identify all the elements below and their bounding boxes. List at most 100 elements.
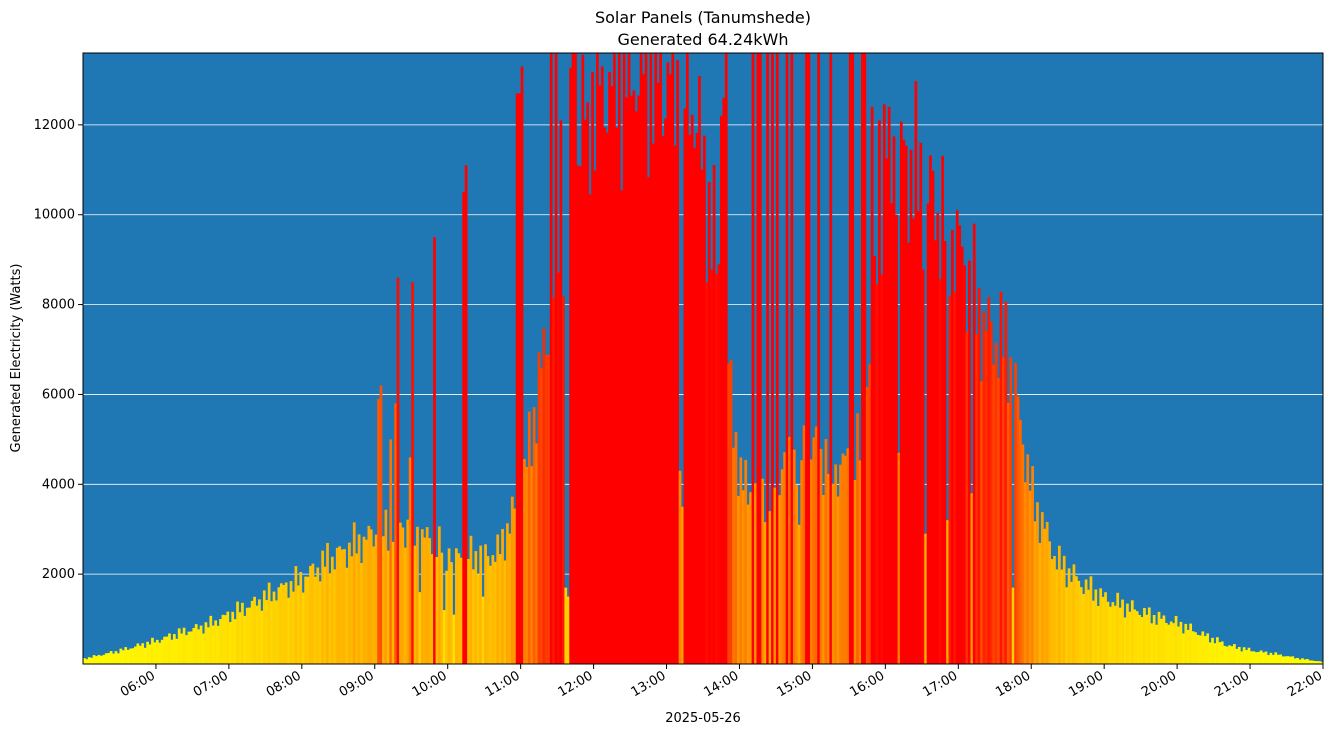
bar [1259,650,1263,664]
bar [265,600,269,664]
bar [146,641,149,664]
bar-series [83,53,1324,665]
bar [788,436,791,664]
bar [321,550,325,664]
bar [503,560,507,664]
bar [180,633,183,664]
bar [953,291,957,664]
bar [790,53,794,664]
bar [561,296,565,664]
bar [715,273,718,664]
bar [975,334,979,664]
bar [411,282,414,664]
bar [1092,600,1095,664]
bar [1152,614,1156,664]
bar [890,203,893,664]
chart-title: Solar Panels (Tanumshede) [595,8,811,27]
bar [1233,644,1236,664]
bar [924,533,927,664]
bar [1291,656,1295,664]
bar [948,295,952,664]
bar [936,212,940,665]
bar [1269,652,1273,664]
bar [238,612,242,664]
bar [1174,615,1178,664]
bar [1147,607,1151,664]
bar [484,544,487,664]
bar [224,615,227,664]
bar [489,565,492,664]
bar [389,439,393,664]
bar [1223,645,1227,664]
bar [194,624,198,664]
bar [571,53,575,664]
bar [892,136,896,664]
bar [557,272,560,664]
bar [683,108,687,665]
bar [703,135,706,665]
bar [391,541,395,664]
bar [1184,623,1188,664]
bar [1191,631,1195,664]
bar [1254,652,1258,664]
bar [323,566,327,664]
bar [1031,466,1034,664]
bar [654,53,658,664]
bar [780,469,784,664]
bar [1164,622,1168,664]
bar [1048,541,1051,664]
bar [637,95,641,664]
x-axis-label: 2025-05-26 [665,711,741,726]
bar [1303,659,1307,664]
bar [355,553,359,664]
bar [744,459,748,664]
bar [972,223,976,664]
bar [262,590,266,664]
bar [386,550,390,664]
bar [1060,569,1064,664]
bar [814,426,818,664]
bar [506,523,509,664]
bar [1130,600,1134,664]
bar [1084,579,1088,664]
bar [335,547,339,664]
bar [425,527,429,664]
bar [992,364,996,664]
bar [588,194,592,664]
bar [1123,617,1127,664]
bar [576,165,580,664]
bar [423,537,427,664]
bar [994,342,998,664]
bar [343,549,346,664]
bar [1033,521,1037,664]
bar [982,311,986,664]
bar [1264,651,1268,664]
bar [158,642,162,664]
bar [997,377,1000,664]
bar [751,53,755,664]
bar [1072,564,1076,664]
bar [134,646,137,664]
bar [579,166,582,664]
bar [1157,611,1161,664]
bar [311,563,315,664]
bar [313,576,317,664]
bar [625,97,628,665]
bar [741,490,745,664]
y-tick-label: 8000 [42,298,75,313]
bar [661,136,665,664]
bar [651,143,655,664]
bar [535,443,538,664]
bar [467,559,470,664]
bar [951,230,954,664]
bar [1099,588,1103,664]
bar [117,653,120,664]
bar [933,240,937,665]
bar [165,636,169,664]
bar [839,464,842,664]
bar [282,584,286,664]
bar [912,218,915,664]
bar [1177,626,1180,664]
bar [416,526,419,664]
